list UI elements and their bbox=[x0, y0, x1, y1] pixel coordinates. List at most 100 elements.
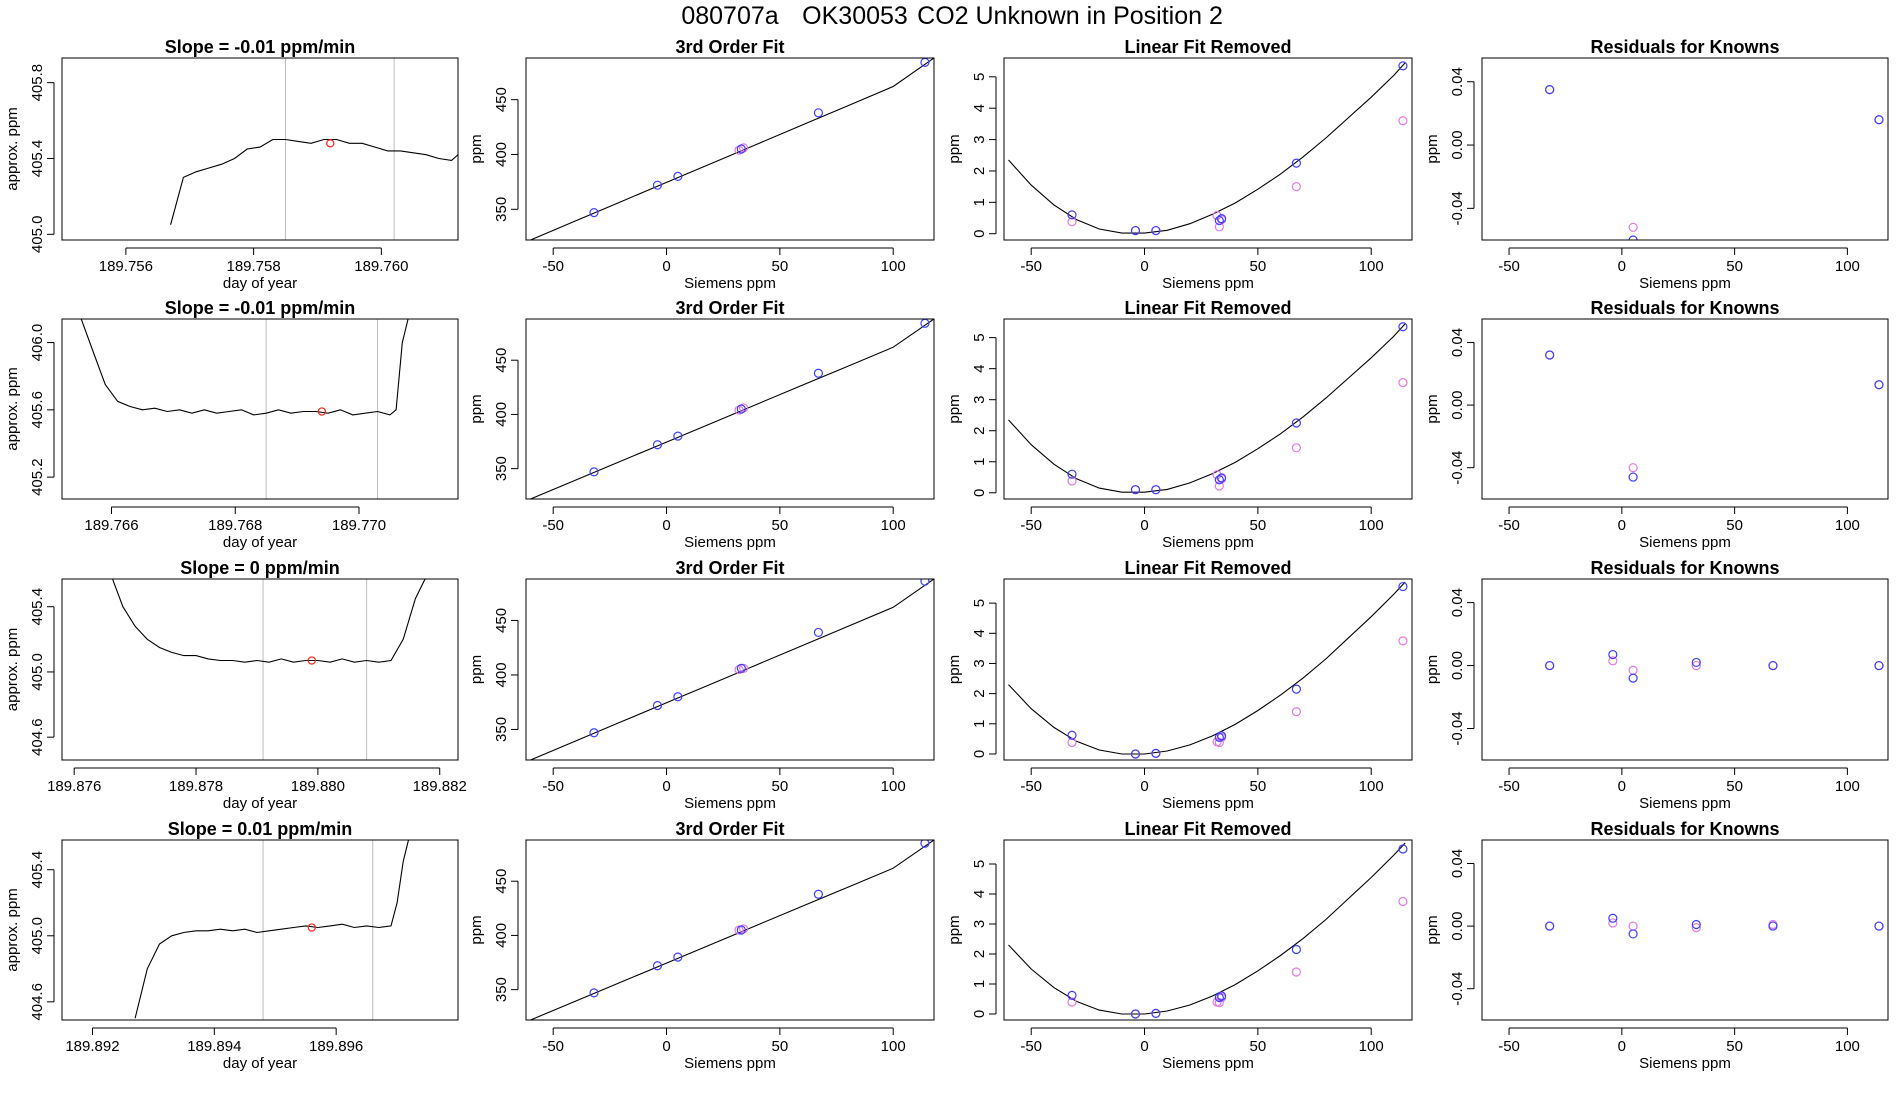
y-tick-label: -0.04 bbox=[1449, 191, 1466, 225]
standard-point bbox=[1216, 473, 1227, 483]
standard-point bbox=[673, 431, 683, 441]
x-tick-label: 189.876 bbox=[47, 778, 101, 795]
y-axis-label: ppm bbox=[468, 394, 485, 423]
x-tick-label: 100 bbox=[881, 258, 906, 275]
plot-area bbox=[530, 58, 934, 240]
y-tick-label: 405.4 bbox=[29, 851, 46, 889]
y-tick-label: 350 bbox=[493, 197, 510, 222]
x-tick-label: -50 bbox=[542, 1038, 564, 1055]
y-axis-label: approx. ppm bbox=[4, 628, 21, 711]
y-axis-label: ppm bbox=[1424, 394, 1441, 423]
standard-point bbox=[1151, 1008, 1161, 1019]
standard-point bbox=[1398, 844, 1408, 854]
y-tick-label: 405.0 bbox=[29, 917, 46, 955]
x-tick-label: 189.880 bbox=[291, 778, 345, 795]
mark-point bbox=[317, 407, 327, 416]
plot-frame bbox=[61, 318, 459, 500]
plot-area bbox=[1008, 322, 1408, 495]
panel-title: Linear Fit Removed bbox=[1124, 37, 1291, 57]
y-axis-label: ppm bbox=[468, 134, 485, 163]
linfit-row-1: Linear Fit Removed -50 0 50 100 Siemens ppm 0 1… bbox=[946, 37, 1413, 292]
standard-point bbox=[1874, 921, 1884, 931]
x-tick-label: 50 bbox=[772, 1038, 789, 1055]
plot-area bbox=[111, 579, 426, 760]
panel-title: 3rd Order Fit bbox=[675, 37, 784, 57]
x-tick-label: 189.756 bbox=[99, 258, 153, 275]
standard-point bbox=[736, 663, 746, 674]
x-tick-label: 50 bbox=[772, 258, 789, 275]
panel-title: Linear Fit Removed bbox=[1124, 819, 1291, 839]
panel-title: 3rd Order Fit bbox=[675, 558, 784, 578]
standard-point bbox=[1130, 225, 1141, 236]
linfit-row-2: Linear Fit Removed -50 0 50 100 Siemens ppm 0 1… bbox=[946, 298, 1413, 551]
x-tick-label: 50 bbox=[1726, 778, 1743, 795]
standard-point bbox=[1398, 322, 1408, 332]
cal-row-1: 3rd Order Fit -50 0 50 100 Siemens ppm 350 400 4… bbox=[468, 37, 935, 292]
y-tick-label: 0 bbox=[971, 750, 988, 758]
y-tick-label: 0 bbox=[971, 489, 988, 497]
y-axis-label: ppm bbox=[1424, 915, 1441, 944]
plot-frame bbox=[61, 839, 459, 1021]
y-tick-label: 406.0 bbox=[29, 324, 46, 362]
standard-point bbox=[1608, 913, 1618, 923]
y-tick-label: 350 bbox=[493, 456, 510, 481]
x-tick-label: 189.760 bbox=[354, 258, 408, 275]
y-tick-label: 4 bbox=[971, 629, 988, 637]
y-tick-label: 404.6 bbox=[29, 983, 46, 1021]
y-tick-label: 0.04 bbox=[1449, 588, 1466, 617]
y-tick-label: 400 bbox=[493, 142, 510, 167]
unknown-point bbox=[1214, 997, 1224, 1008]
standard-point bbox=[1545, 350, 1555, 360]
y-axis-label: ppm bbox=[468, 915, 485, 944]
x-tick-label: 100 bbox=[881, 778, 906, 795]
x-tick-label: 100 bbox=[1359, 517, 1384, 534]
y-tick-label: 4 bbox=[971, 890, 988, 898]
unknown-point bbox=[1291, 182, 1302, 192]
y-tick-label: 1 bbox=[971, 458, 988, 466]
y-tick-label: 450 bbox=[493, 869, 510, 894]
plot-frame bbox=[525, 578, 935, 761]
x-tick-label: 0 bbox=[1618, 1038, 1626, 1055]
standard-point bbox=[1545, 85, 1555, 95]
y-tick-label: 405.0 bbox=[29, 216, 46, 254]
y-tick-label: 2 bbox=[971, 427, 988, 435]
plot-frame bbox=[1003, 839, 1413, 1021]
resid-row-3: Residuals for Knowns -50 0 50 100 Siemens ppm… bbox=[1424, 558, 1889, 812]
x-tick-label: -50 bbox=[1498, 517, 1520, 534]
x-tick-label: 0 bbox=[1140, 258, 1148, 275]
plot-frame bbox=[1003, 578, 1413, 761]
plot-area bbox=[1008, 581, 1408, 759]
standard-point bbox=[1216, 991, 1227, 1001]
x-tick-label: -50 bbox=[1020, 517, 1042, 534]
series-line bbox=[170, 138, 458, 225]
x-tick-label: -50 bbox=[1498, 1038, 1520, 1055]
panel-title: 3rd Order Fit bbox=[675, 819, 784, 839]
standard-point bbox=[589, 988, 599, 998]
unknown-point bbox=[1628, 665, 1638, 675]
standard-point bbox=[652, 180, 663, 190]
trace-row-4: Slope = 0.01 ppm/min 189.892 189.894 189.89… bbox=[4, 819, 459, 1072]
x-tick-label: 50 bbox=[1250, 1038, 1267, 1055]
y-tick-label: 1 bbox=[971, 198, 988, 206]
x-tick-label: 0 bbox=[1140, 778, 1148, 795]
x-tick-label: 100 bbox=[1835, 778, 1860, 795]
cal-row-2: 3rd Order Fit -50 0 50 100 Siemens ppm 350 400 4… bbox=[468, 298, 935, 551]
trace-row-1: Slope = -0.01 ppm/min 189.756 189.758 189.7… bbox=[4, 37, 459, 292]
mark-point bbox=[326, 139, 335, 148]
standard-point bbox=[1130, 485, 1141, 495]
unknown-point bbox=[1398, 116, 1408, 126]
x-tick-label: 100 bbox=[1835, 258, 1860, 275]
y-tick-label: 5 bbox=[971, 333, 988, 341]
standard-point bbox=[1291, 684, 1302, 694]
x-tick-label: 100 bbox=[1359, 258, 1384, 275]
unknown-point bbox=[1608, 918, 1618, 928]
standard-point bbox=[1067, 210, 1077, 220]
standard-point bbox=[1874, 380, 1884, 390]
unknown-point bbox=[1291, 707, 1302, 717]
x-tick-label: 100 bbox=[881, 517, 906, 534]
plot-frame bbox=[525, 57, 935, 241]
unknown-point bbox=[1398, 378, 1408, 388]
plot-area bbox=[1545, 649, 1884, 683]
y-axis-label: approx. ppm bbox=[4, 107, 21, 190]
